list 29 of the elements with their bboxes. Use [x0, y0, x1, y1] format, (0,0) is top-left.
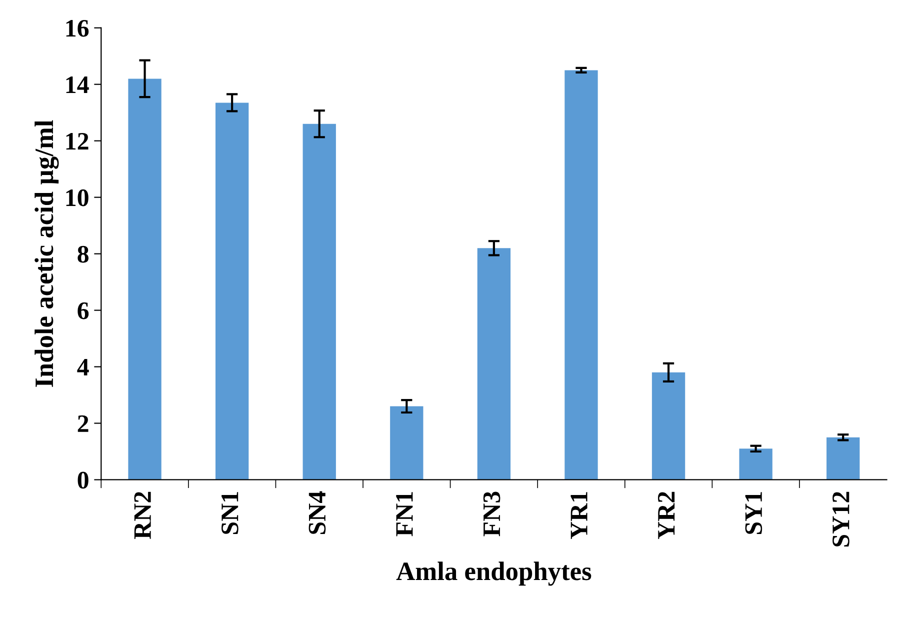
- x-tick-label: YR1: [570, 492, 588, 540]
- bar: [128, 78, 162, 480]
- x-tick-label: RN2: [134, 492, 151, 540]
- y-tick-label: 0: [78, 472, 88, 489]
- bar: [564, 70, 598, 480]
- bar: [477, 248, 511, 480]
- y-tick-label: 12: [66, 132, 88, 150]
- bar: [215, 102, 249, 480]
- x-tick-label: SN1: [222, 492, 238, 534]
- bar: [739, 448, 772, 480]
- y-tick-label: 6: [78, 302, 89, 320]
- bar: [652, 372, 686, 480]
- y-tick-label: 14: [66, 76, 89, 94]
- bar: [390, 406, 424, 480]
- x-tick-label: SN4: [308, 491, 326, 534]
- bar: [302, 124, 336, 480]
- x-tick-label: YR2: [658, 492, 675, 540]
- x-tick-label: FN3: [483, 492, 500, 536]
- y-tick-label: 4: [77, 358, 89, 376]
- x-tick-label: FN1: [396, 492, 413, 536]
- x-tick-label: SY1: [745, 492, 762, 534]
- bar: [826, 437, 860, 480]
- y-axis-title: Indole acetic acid µg/ml: [34, 120, 59, 387]
- y-tick-label: 10: [66, 189, 88, 206]
- y-tick-label: 16: [66, 20, 89, 37]
- x-axis-title: Amla endophytes: [396, 562, 592, 586]
- y-tick-label: 8: [78, 246, 88, 263]
- x-tick-label: SY12: [832, 492, 850, 546]
- y-tick-label: 2: [78, 415, 88, 432]
